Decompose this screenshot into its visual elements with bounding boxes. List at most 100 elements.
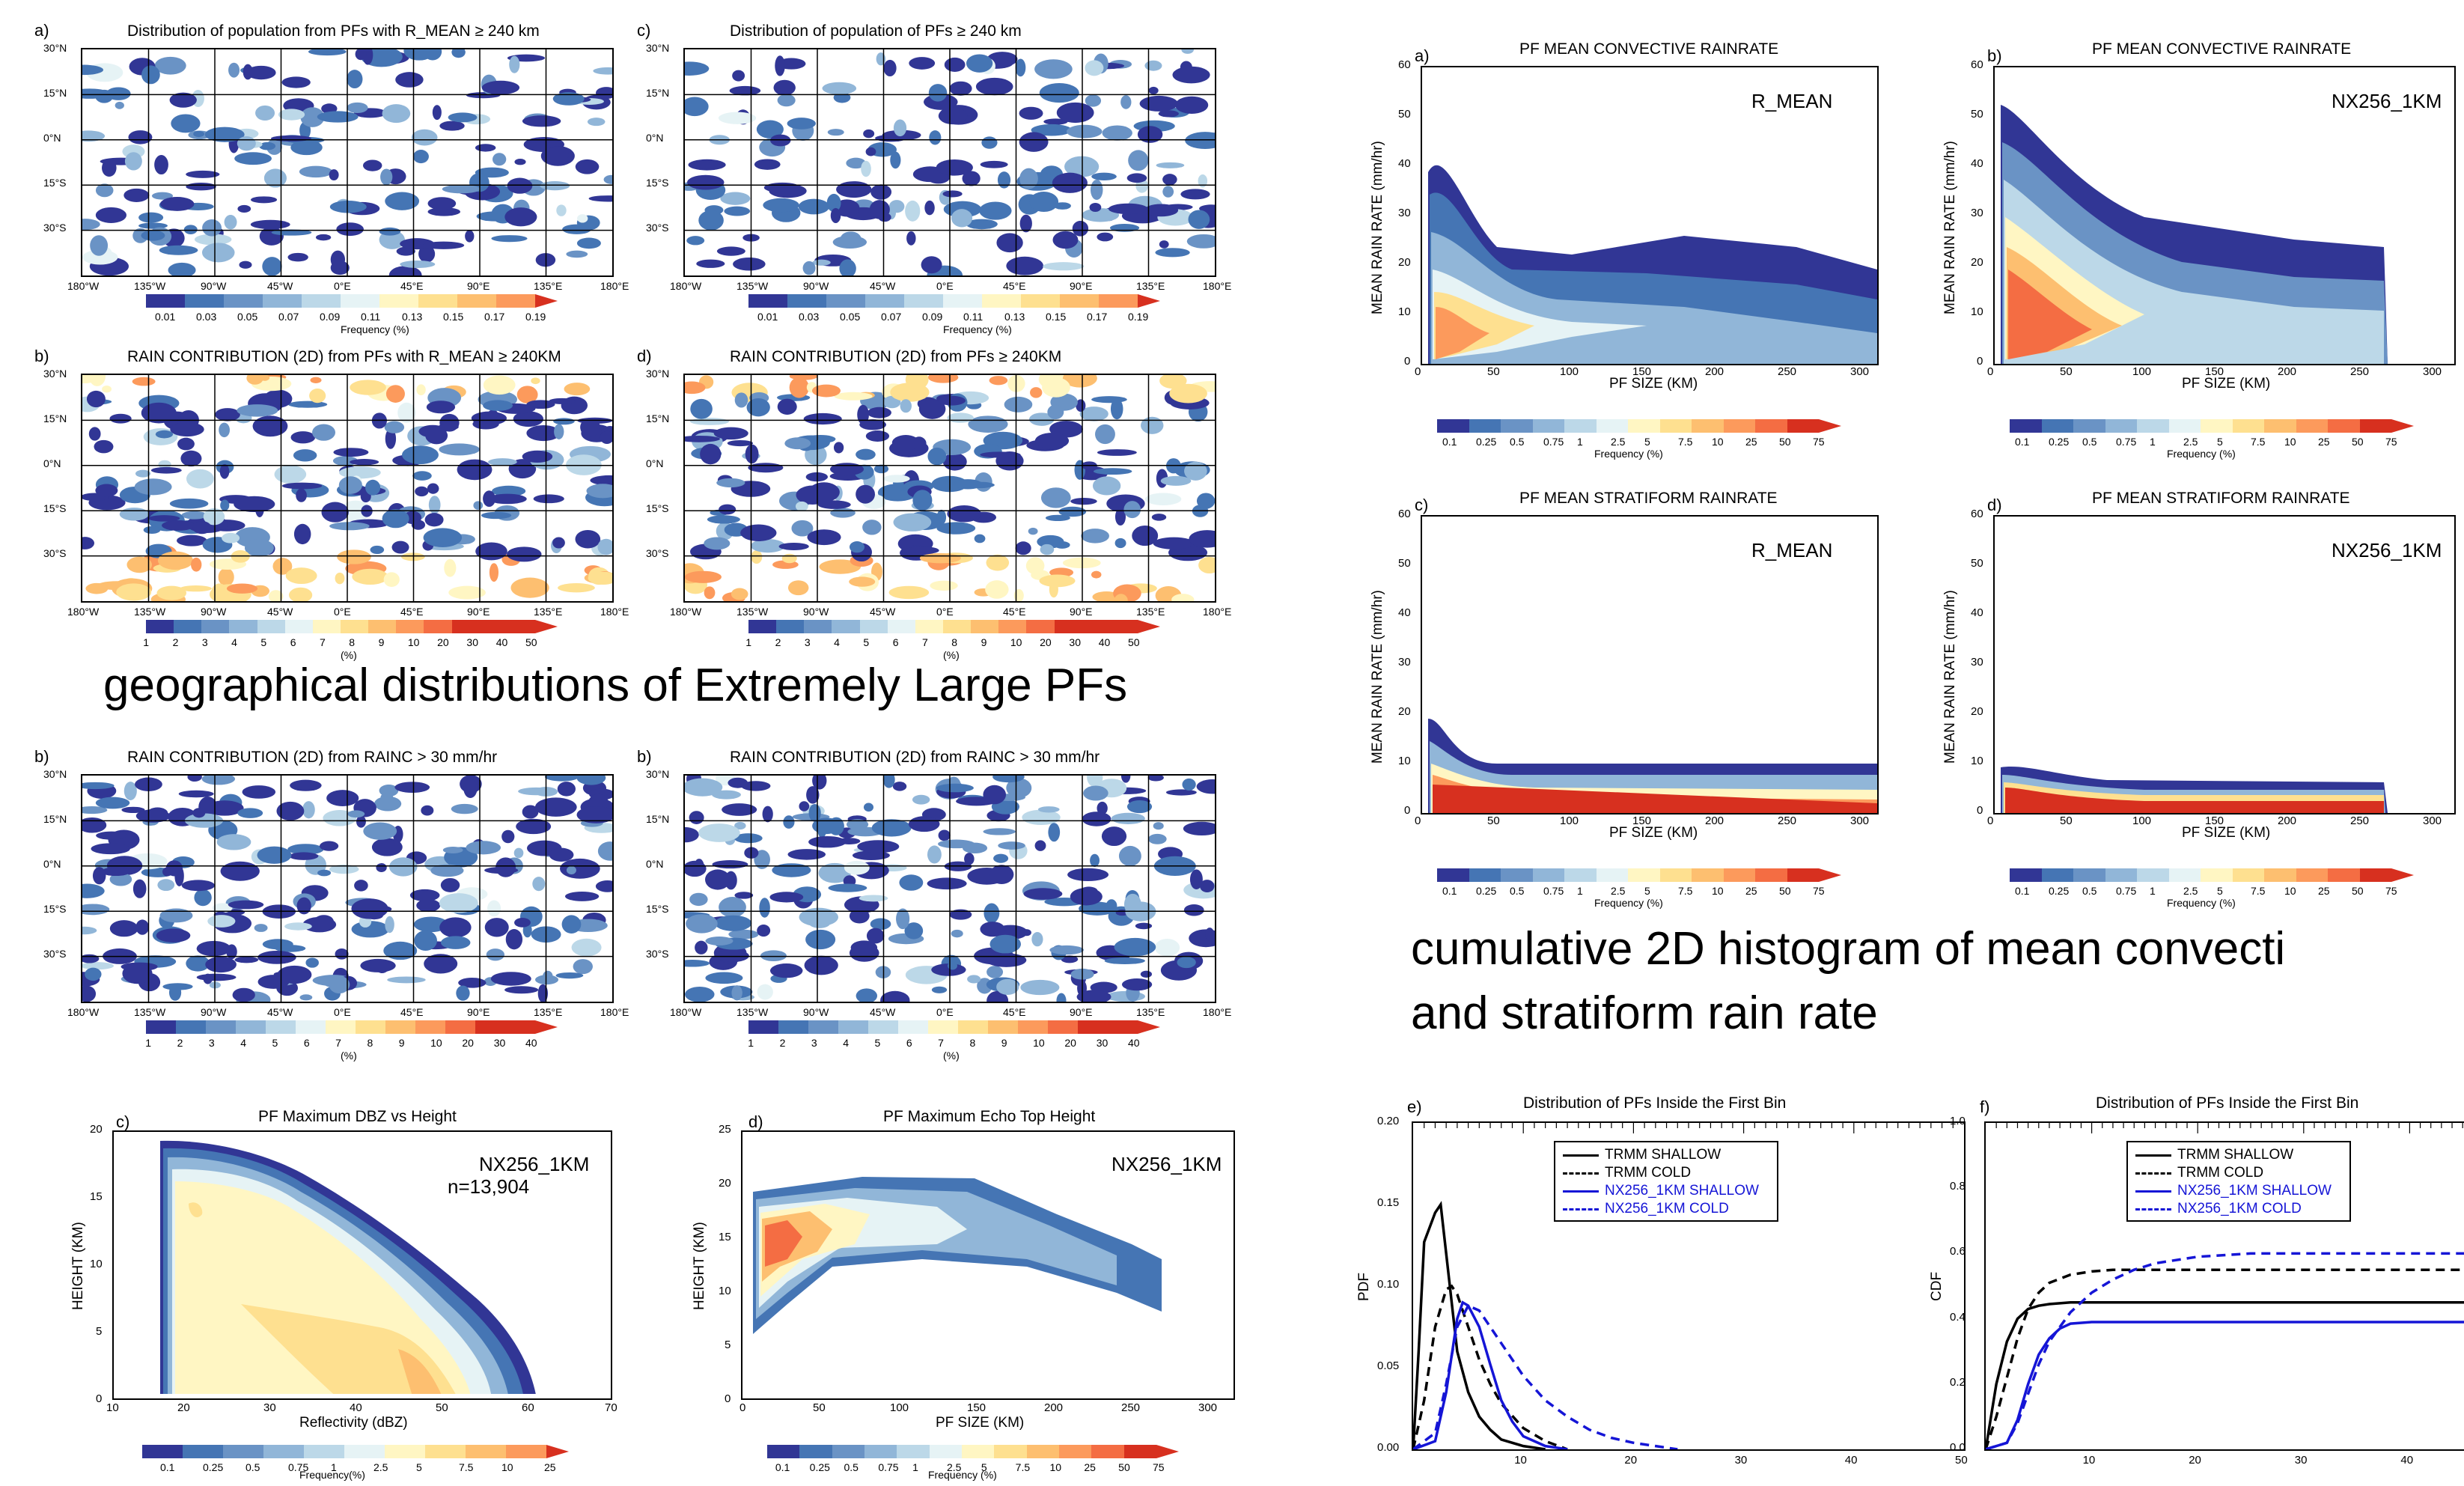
line-chart-panel: f) Distribution of PFs Inside the First B… [1920,1085,2464,1486]
map-contour-blob [196,973,237,981]
map-lat-tick: 0°N [646,132,664,144]
map-contour-blob [1156,162,1185,168]
map-contour-blob [1102,125,1132,141]
map-colorbar-tick: 30 [1096,1037,1109,1049]
colorbar-swatch [998,620,1027,633]
map-contour-blob [966,54,993,73]
map-contour-blob [577,214,588,223]
map-colorbar [748,620,1183,633]
legend-entry: TRMM SHALLOW [2135,1147,2349,1163]
legend-label: NX256_1KM COLD [2177,1201,2302,1216]
map-colorbar-tick: 5 [874,1037,881,1049]
colorbar-swatch [748,1020,778,1034]
map-contour-blob [159,908,193,923]
map-colorbar-tick: 10 [407,636,420,648]
map-contour-blob [745,444,759,464]
echo-colorbar-tick: 0.75 [878,1461,899,1473]
colorbar-arrow [2391,868,2436,882]
map-contour-blob [205,956,237,973]
histogram-xtick: 150 [2205,365,2224,378]
map-colorbar [146,294,580,308]
map-contour-blob [566,454,602,475]
map-lon-tick: 180°E [1203,280,1232,292]
map-colorbar-tick: 0.13 [402,311,423,323]
map-contour-blob [510,577,549,598]
map-contour-blob [812,259,831,266]
histogram-xtick: 100 [2132,814,2152,827]
map-contour-blob [949,909,972,920]
map-lat-tick: 30°S [646,948,669,960]
map-contour-blob [274,465,307,484]
map-contour-blob [819,559,862,574]
colorbar-swatch [206,1020,236,1034]
map-contour-blob [1045,514,1070,522]
map-contour-blob [1200,880,1215,893]
map-contour-blob [394,782,430,794]
map-contour-blob [382,104,411,124]
map-contour-blob [1037,806,1060,813]
map-contour-blob [1067,868,1109,881]
map-contour-blob [689,418,729,425]
colorbar-swatch [266,1020,296,1034]
map-contour-blob [899,874,924,891]
map-lat-tick: 15°N [43,87,67,99]
map-lon-tick: 135°E [534,280,563,292]
map-colorbar-tick: 40 [495,636,508,648]
colorbar-swatch [183,1445,223,1458]
histogram-ylabel: MEAN RAIN RATE (mm/hr) [1942,141,1958,314]
map-contour-blob [86,390,106,408]
map-lon-tick: 90°E [467,280,490,292]
histogram-plot-area [1421,66,1879,365]
histogram-ytick: 20 [1971,705,1983,718]
histogram-colorbar-tick: 50 [2352,436,2364,448]
map-colorbar-tick: 8 [969,1037,976,1049]
map-contour-blob [415,486,429,497]
map-contour-blob [300,107,325,127]
histogram-ytick: 30 [1398,207,1411,219]
map-contour-blob [522,805,539,819]
map-contour-blob [705,869,731,890]
map-contour-blob [88,427,101,441]
map-contour-blob [546,146,569,164]
map-contour-blob [202,219,222,237]
map-contour-blob [237,808,263,818]
map-contour-blob [329,975,350,994]
echo-colorbar-tick: 5 [981,1461,987,1473]
map-contour-blob [931,986,948,993]
histogram-ytick: 30 [1971,207,1983,219]
colorbar-swatch [326,1020,356,1034]
map-contour-blob [246,375,263,385]
map-lon-tick: 45°W [870,1006,896,1018]
map-contour-blob [400,261,436,268]
map-contour-blob [924,200,935,216]
colorbar-swatch [832,620,860,633]
map-lat-tick: 15°S [646,177,669,189]
map-contour-blob [685,960,710,967]
map-contour-blob [384,421,405,433]
map-contour-blob [998,841,1025,850]
map-field [82,776,612,1002]
legend-entry: TRMM SHALLOW [1563,1147,1776,1163]
map-contour-blob [373,796,402,811]
map-contour-blob [427,483,439,494]
map-contour-blob [317,869,332,877]
map-contour-blob [387,976,426,984]
map-lat-tick: 30°N [646,368,670,380]
colorbar-swatch [2359,419,2391,433]
colorbar-swatch [897,1445,930,1458]
map-panel: d) RAIN CONTRIBUTION (2D) from PFs ≥ 240K… [625,341,1231,663]
map-contour-blob [1039,574,1076,588]
map-contour-blob [234,956,259,963]
colorbar-swatch [445,1020,475,1034]
map-contour-blob [252,415,288,437]
line-chart-ytick: 1.0 [1950,1115,1966,1127]
series-line [1986,1268,2464,1449]
map-contour-blob [463,779,478,798]
map-contour-blob [180,585,212,592]
map-contour-blob [1180,61,1192,73]
series-line [1986,1301,2464,1449]
map-contour-blob [268,590,284,601]
colorbar-swatch [2232,868,2264,882]
map-contour-blob [354,880,368,892]
map-contour-blob [698,823,740,842]
